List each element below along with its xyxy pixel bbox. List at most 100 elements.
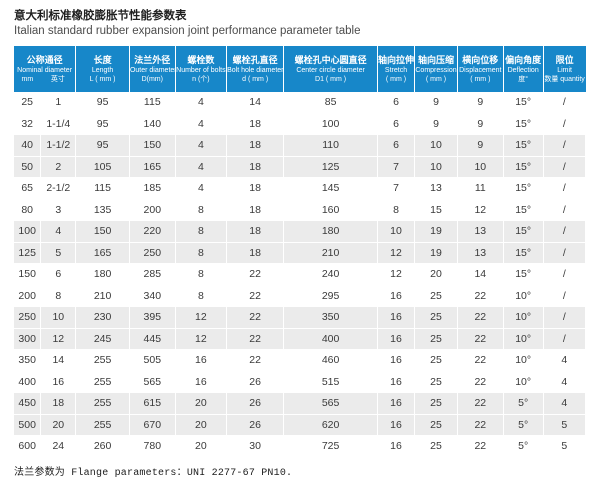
table-row: 65 2-1/2 115 185 4 18 145 7 13 11 15° / (14, 177, 587, 200)
table-cell: 8 (175, 199, 228, 221)
table-cell: 8 (175, 285, 228, 307)
table-cell: 8 (175, 220, 228, 243)
table-cell: 20 (40, 414, 77, 436)
header-unit: ( mm ) (470, 75, 491, 83)
header-label-zh: 法兰外径 (134, 54, 171, 65)
table-cell: 10° (503, 285, 544, 307)
table-cell: 1-1/4 (40, 113, 77, 135)
header-label-zh: 螺栓孔直径 (232, 54, 278, 65)
table-cell: / (543, 113, 587, 135)
table-row: 350 14 255 505 16 22 460 16 25 22 10° 4 (14, 349, 587, 372)
table-cell: 2 (40, 156, 77, 178)
table-cell: 10 (414, 134, 458, 157)
table-cell: 16 (175, 371, 228, 393)
table-cell: 22 (457, 306, 504, 329)
table-cell: 22 (226, 285, 285, 307)
table-cell: 32 (14, 113, 42, 135)
table-cell: 18 (226, 199, 285, 221)
table-cell: 340 (129, 285, 176, 307)
table-cell: 250 (129, 242, 176, 264)
table-row: 100 4 150 220 8 18 180 10 19 13 15° / (14, 220, 587, 243)
table-cell: 15° (503, 199, 544, 221)
table-cell: 7 (377, 177, 416, 200)
header-label-en: Length (91, 66, 114, 74)
header-label-en: Center circle diameter (296, 66, 365, 74)
table-cell: 135 (75, 199, 130, 221)
table-cell: 19 (414, 242, 458, 264)
table-row: 125 5 165 250 8 18 210 12 19 13 15° / (14, 242, 587, 264)
header-unit: ( mm ) (385, 75, 407, 83)
header-row: 公称通径 Nominal diameter mm 英寸 长度 Length L ( … (14, 46, 586, 92)
table-cell: 180 (75, 263, 130, 286)
table-cell: 100 (283, 113, 378, 135)
table-cell: 4 (175, 177, 228, 200)
header-label-en: Compression (415, 66, 457, 74)
table-cell: 12 (175, 328, 228, 350)
table-cell: 180 (283, 220, 378, 243)
table-row: 600 24 260 780 20 30 725 16 25 22 5° 5 (14, 435, 587, 458)
table-cell: 285 (129, 263, 176, 286)
table-cell: 185 (129, 177, 176, 200)
table-cell: / (543, 285, 587, 307)
table-cell: 16 (175, 349, 228, 372)
table-cell: 14 (226, 92, 285, 114)
header-label-zh: 轴向压缩 (418, 54, 455, 65)
column-header: 螺栓孔中心圆直径 Center circle diameter D1 ( mm ) (283, 46, 378, 92)
table-cell: 125 (14, 242, 42, 264)
table-cell: 22 (226, 328, 285, 350)
table-cell: 5° (503, 435, 544, 458)
table-cell: 25 (414, 306, 458, 329)
table-cell: 110 (283, 134, 378, 157)
table-cell: 9 (414, 113, 458, 135)
header-unit: D1 ( mm ) (315, 75, 347, 83)
table-cell: 16 (377, 392, 416, 415)
table-cell: 12 (175, 306, 228, 329)
table-cell: 10° (503, 328, 544, 350)
table-cell: 140 (129, 113, 176, 135)
table-cell: / (543, 242, 587, 264)
table-cell: 4 (175, 134, 228, 157)
table-cell: 12 (377, 242, 416, 264)
table-cell: 15 (414, 199, 458, 221)
table-cell: 11 (457, 177, 504, 200)
header-label-en: Deflection (507, 66, 539, 74)
table-cell: 210 (283, 242, 378, 264)
table-cell: 22 (226, 263, 285, 286)
header-unit: 数量 quantity (544, 75, 585, 83)
table-row: 500 20 255 670 20 26 620 16 25 22 5° 5 (14, 414, 587, 436)
table-cell: 300 (14, 328, 42, 350)
table-cell: 100 (14, 220, 42, 243)
table-cell: 19 (414, 220, 458, 243)
table-cell: 10° (503, 306, 544, 329)
table-cell: 150 (75, 220, 130, 243)
table-row: 150 6 180 285 8 22 240 12 20 14 15° / (14, 263, 587, 286)
table-row: 450 18 255 615 20 26 565 16 25 22 5° 4 (14, 392, 587, 415)
column-header: 螺栓数 Number of bolts n (个) (175, 46, 228, 92)
table-cell: 85 (283, 92, 378, 114)
table-cell: 15° (503, 92, 544, 114)
table-cell: 6 (40, 263, 77, 286)
table-cell: 7 (377, 156, 416, 178)
table-cell: 4 (40, 220, 77, 243)
column-header-nominal-diameter: 公称通径 Nominal diameter mm 英寸 (14, 46, 77, 92)
table-cell: 18 (226, 156, 285, 178)
table-cell: 145 (283, 177, 378, 200)
table-cell: 95 (75, 113, 130, 135)
column-header: 长度 Length L ( mm ) (75, 46, 130, 92)
table-cell: / (543, 263, 587, 286)
table-cell: 12 (457, 199, 504, 221)
table-cell: 10 (40, 306, 77, 329)
table-cell: 125 (283, 156, 378, 178)
table-cell: 200 (14, 285, 42, 307)
table-cell: 4 (175, 92, 228, 114)
table-cell: 22 (457, 285, 504, 307)
table-cell: 16 (377, 328, 416, 350)
table-cell: 400 (14, 371, 42, 393)
table-cell: 400 (283, 328, 378, 350)
header-label-zh: 螺栓孔中心圆直径 (294, 54, 367, 65)
header-label-en: Limit (557, 66, 572, 74)
table-cell: 150 (14, 263, 42, 286)
header-label-zh: 偏向角度 (505, 54, 542, 65)
table-cell: / (543, 156, 587, 178)
table-cell: 4 (175, 156, 228, 178)
